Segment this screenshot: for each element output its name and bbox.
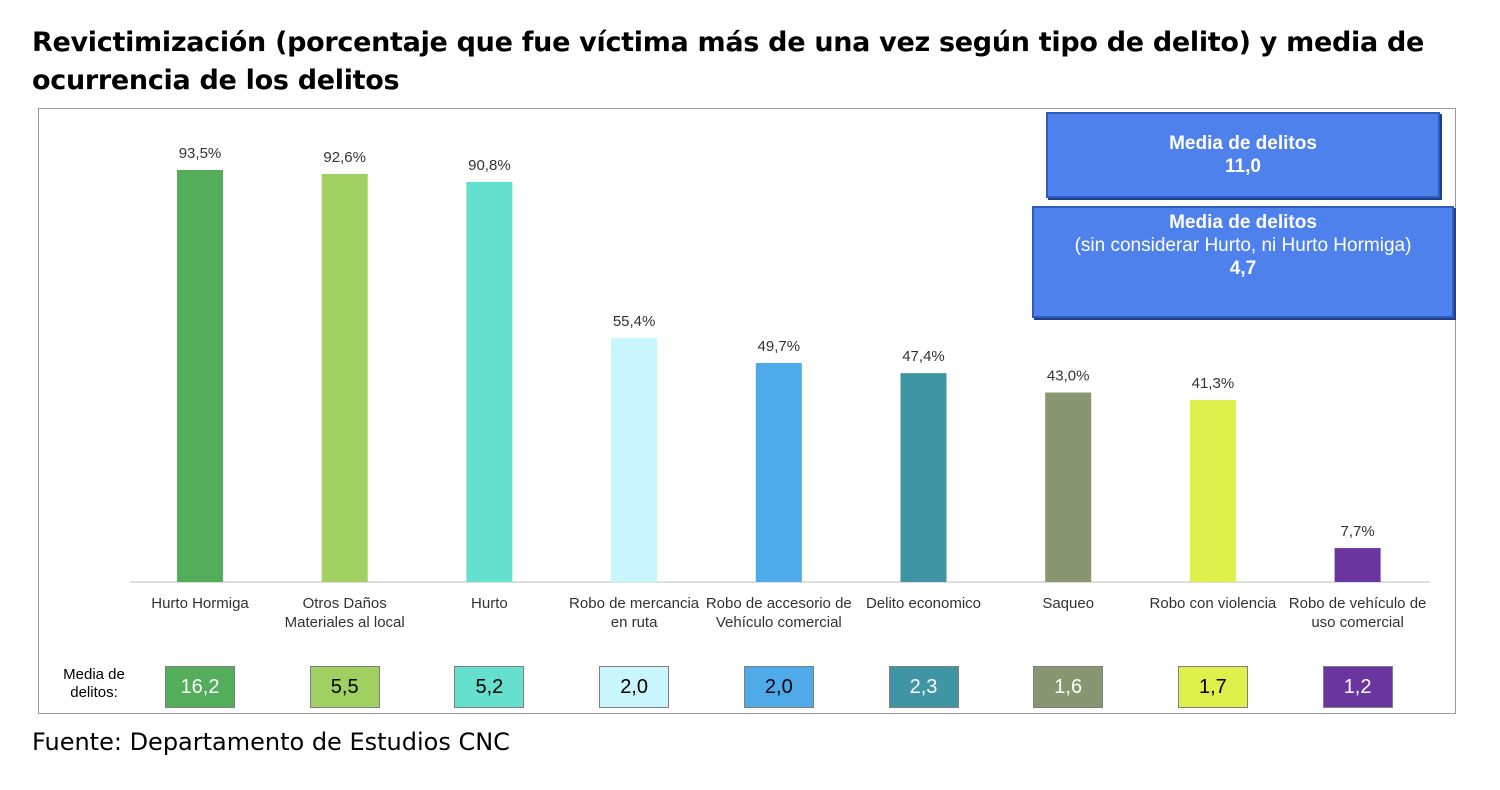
source-note: Fuente: Departamento de Estudios CNC <box>32 728 510 756</box>
bar <box>1045 392 1092 582</box>
category-label: Robo de mercancia en ruta <box>569 595 700 631</box>
bar <box>177 170 223 582</box>
media-box-total: Media de delitos 11,0 <box>1046 112 1440 198</box>
media-box-total-value: 11,0 <box>1225 156 1261 177</box>
media-value: 2,3 <box>888 666 959 708</box>
bar <box>321 173 368 583</box>
category-label: Delito economico <box>865 595 982 612</box>
media-value: 2,0 <box>599 666 670 708</box>
media-box-adjusted-heading: Media de delitos <box>1169 212 1317 233</box>
media-box-adjusted: Media de delitos (sin considerar Hurto, … <box>1032 206 1454 318</box>
bar <box>755 363 802 582</box>
media-box-adjusted-note: (sin considerar Hurto, ni Hurto Hormiga) <box>1074 235 1412 256</box>
media-value: 5,2 <box>454 666 525 708</box>
data-label: 41,3% <box>1192 375 1235 392</box>
data-label: 43,0% <box>1047 368 1090 385</box>
data-label: 49,7% <box>758 338 801 355</box>
bar <box>611 337 658 582</box>
chart-title: Revictimización (porcentaje que fue víct… <box>32 27 1425 96</box>
media-value: 1,2 <box>1322 666 1393 708</box>
category-label: Robo de accesorio de Vehículo comercial <box>705 595 852 631</box>
media-value: 2,0 <box>743 666 814 708</box>
category-label: Hurto Hormiga <box>151 595 249 612</box>
data-label: 55,4% <box>613 313 656 330</box>
data-label: 93,5% <box>179 145 222 162</box>
media-row-label: Media de delitos: <box>63 666 125 701</box>
data-label: 92,6% <box>323 149 366 166</box>
bar <box>466 181 513 582</box>
category-label: Robo de vehículo de uso comercial <box>1288 595 1427 631</box>
data-label: 47,4% <box>902 348 945 365</box>
data-label: 7,7% <box>1340 523 1374 540</box>
media-value: 16,2 <box>165 666 235 708</box>
media-value: 5,5 <box>309 666 380 708</box>
category-label: Hurto <box>471 595 508 612</box>
category-label: Robo con violencia <box>1149 595 1277 612</box>
bar <box>1189 400 1236 582</box>
bar <box>900 373 947 582</box>
media-box-adjusted-value: 4,7 <box>1229 258 1257 279</box>
media-value: 1,7 <box>1177 666 1248 708</box>
media-value: 1,6 <box>1033 666 1104 708</box>
chart-frame <box>38 108 1456 714</box>
data-label: 90,8% <box>468 157 511 174</box>
category-label: Otros Daños Materiales al local <box>284 595 405 631</box>
media-box-total-heading: Media de delitos <box>1169 133 1317 154</box>
bar <box>1334 548 1381 582</box>
category-label: Saqueo <box>1042 595 1095 612</box>
